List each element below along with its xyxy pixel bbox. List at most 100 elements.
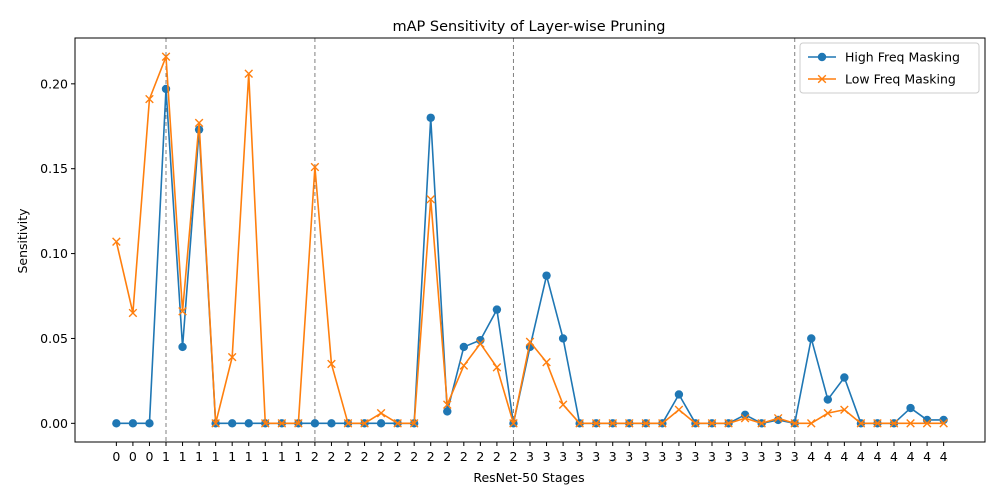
x-tick-label: 1 — [179, 449, 187, 464]
x-tick-label: 3 — [592, 449, 600, 464]
data-point-low-freq — [112, 237, 121, 246]
x-tick-label: 2 — [361, 449, 369, 464]
data-point-low-freq — [641, 419, 651, 428]
x-tick-label: 3 — [609, 449, 617, 464]
x-tick-label: 2 — [509, 449, 517, 464]
x-tick-label: 2 — [327, 449, 335, 464]
x-tick-label: 4 — [807, 449, 815, 464]
data-point-high-freq — [128, 419, 138, 428]
x-tick-label: 3 — [791, 449, 799, 464]
x-tick-label: 2 — [410, 449, 418, 464]
data-point-low-freq — [492, 363, 502, 372]
data-point-low-freq — [773, 413, 783, 423]
data-point-low-freq — [724, 419, 733, 428]
data-point-high-freq — [459, 342, 469, 352]
data-point-low-freq — [260, 419, 270, 428]
data-point-low-freq — [128, 308, 138, 318]
data-point-low-freq — [476, 339, 485, 348]
data-point-low-freq — [161, 52, 171, 61]
data-point-high-freq — [426, 113, 435, 122]
series-line-high-freq — [116, 88, 944, 425]
data-point-high-freq — [145, 419, 154, 428]
data-point-high-freq — [674, 390, 684, 399]
y-tick-label: 0.00 — [40, 416, 68, 431]
chart-title: mAP Sensitivity of Layer-wise Pruning — [392, 19, 665, 35]
data-point-high-freq — [773, 415, 783, 425]
x-tick-label: 4 — [873, 449, 881, 464]
data-point-low-freq — [310, 162, 320, 172]
data-point-low-freq — [823, 408, 833, 418]
data-point-low-freq — [194, 118, 204, 128]
legend: High Freq Masking Low Freq Masking — [799, 42, 980, 94]
data-point-high-freq — [443, 407, 452, 416]
x-tick-label: 3 — [559, 449, 567, 464]
x-tick-label: 2 — [460, 449, 468, 464]
legend-box — [799, 42, 980, 94]
x-tick-label: 3 — [741, 449, 749, 464]
x-tick-label: 1 — [261, 449, 269, 464]
x-tick-label: 0 — [129, 449, 137, 464]
x-tick-label: 2 — [311, 449, 319, 464]
data-point-low-freq — [360, 419, 369, 428]
x-tick-label: 1 — [162, 449, 170, 464]
x-tick-label: 3 — [543, 449, 551, 464]
x-tick-label: 4 — [923, 449, 931, 464]
data-point-low-freq — [376, 408, 386, 418]
data-point-high-freq — [227, 419, 237, 428]
data-point-high-freq — [558, 334, 568, 343]
x-tick-label: 3 — [576, 449, 584, 464]
x-tick-label: 2 — [493, 449, 501, 464]
data-point-low-freq — [889, 419, 899, 428]
data-point-high-freq — [327, 419, 336, 428]
x-tick-label: 1 — [212, 449, 220, 464]
x-tick-label: 4 — [907, 449, 915, 464]
x-tick-label: 2 — [394, 449, 402, 464]
x-tick-label: 4 — [840, 449, 848, 464]
data-point-high-freq — [376, 419, 386, 428]
y-tick-label: 0.05 — [40, 331, 68, 346]
x-tick-label: 2 — [443, 449, 451, 464]
data-point-low-freq — [707, 419, 717, 428]
x-tick-label: 3 — [526, 449, 534, 464]
data-point-low-freq — [145, 94, 154, 104]
data-point-low-freq — [277, 419, 287, 428]
data-point-high-freq — [542, 271, 551, 280]
data-point-low-freq — [542, 357, 551, 367]
x-tick-label: 1 — [195, 449, 203, 464]
data-point-low-freq — [426, 194, 436, 204]
x-tick-label: 3 — [691, 449, 699, 464]
data-point-high-freq — [840, 373, 849, 382]
plot-frame — [74, 37, 986, 443]
data-point-low-freq — [459, 361, 469, 370]
x-tick-label: 2 — [377, 449, 385, 464]
data-point-low-freq — [856, 419, 866, 428]
data-point-low-freq — [922, 419, 932, 428]
x-tick-label: 4 — [890, 449, 898, 464]
data-point-low-freq — [393, 419, 402, 428]
data-point-low-freq — [327, 359, 336, 369]
data-point-low-freq — [757, 419, 766, 428]
x-tick-label: 3 — [774, 449, 782, 464]
x-tick-label: 3 — [725, 449, 733, 464]
x-tick-label: 1 — [245, 449, 253, 464]
data-point-low-freq — [873, 419, 882, 428]
data-point-low-freq — [244, 69, 254, 78]
x-tick-label: 2 — [427, 449, 435, 464]
legend-marker-circle — [817, 52, 827, 62]
data-point-low-freq — [740, 413, 750, 423]
data-point-low-freq — [939, 419, 948, 428]
x-tick-label: 4 — [857, 449, 865, 464]
data-point-high-freq — [112, 419, 121, 428]
data-point-high-freq — [178, 342, 187, 352]
data-point-low-freq — [294, 419, 303, 428]
data-point-low-freq — [790, 419, 800, 428]
data-point-low-freq — [624, 419, 634, 428]
x-tick-label: 1 — [294, 449, 302, 464]
data-point-low-freq — [906, 419, 915, 428]
data-point-low-freq — [509, 419, 518, 428]
x-tick-label: 4 — [940, 449, 948, 464]
x-tick-label: 3 — [675, 449, 683, 464]
x-tick-label: 1 — [228, 449, 236, 464]
data-point-high-freq — [906, 403, 915, 413]
